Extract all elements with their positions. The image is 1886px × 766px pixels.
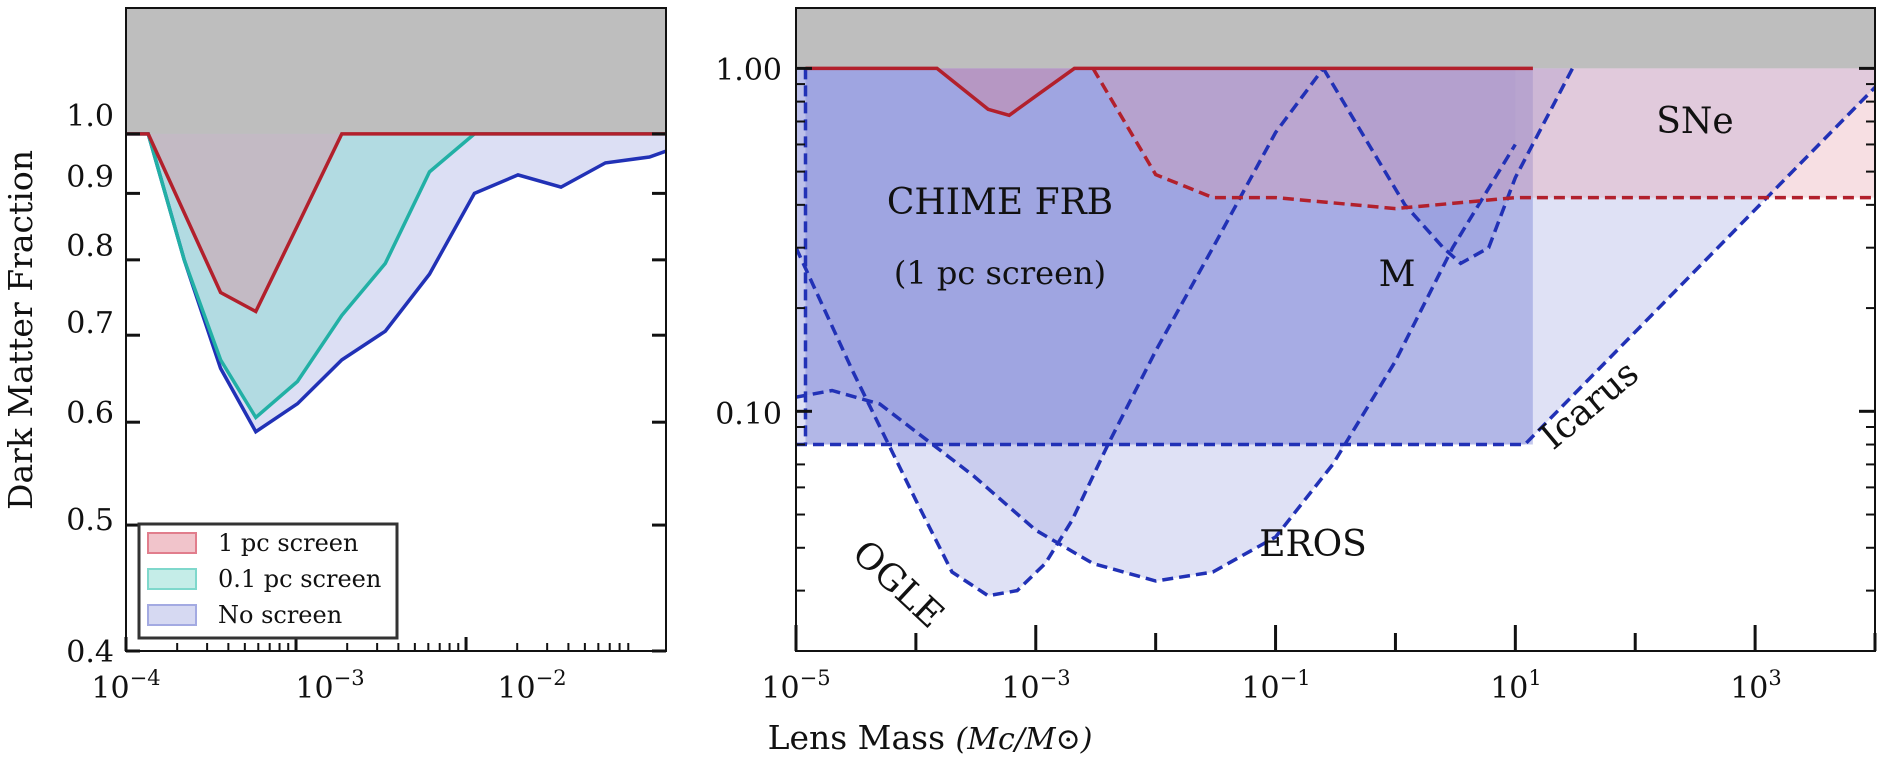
chime-frb-fill bbox=[805, 68, 1533, 445]
right-ytick-label: 1.00 bbox=[715, 53, 782, 88]
legend-entry: 0.1 pc screen bbox=[218, 565, 381, 593]
legend-swatch-0.1pc bbox=[147, 568, 197, 590]
0.1pc-screen-fill bbox=[126, 133, 666, 418]
eros-fill bbox=[796, 68, 1516, 581]
no-screen-fill bbox=[126, 133, 666, 432]
annotation-sne: SNe bbox=[1656, 101, 1733, 142]
annotation-chime-frb: CHIME FRB bbox=[887, 182, 1113, 223]
annotation-screen: (1 pc screen) bbox=[894, 254, 1106, 292]
right-axes-frame bbox=[795, 7, 1876, 652]
icarus-fill bbox=[796, 68, 1875, 445]
right-excluded-region bbox=[796, 8, 1875, 69]
right-xtick-label: 10−5 bbox=[761, 666, 830, 706]
unity-line bbox=[805, 66, 1533, 118]
xlabel: Lens Mass (Mc/M⊙) bbox=[768, 718, 1093, 757]
sne-line bbox=[1091, 67, 1875, 211]
legend-swatch-1pc bbox=[147, 532, 197, 554]
right-ytick-label: 0.10 bbox=[715, 397, 782, 432]
ogle-fill bbox=[796, 68, 1324, 596]
left-xtick-label: 10−4 bbox=[91, 666, 160, 706]
left-axes-frame bbox=[125, 7, 667, 652]
right-xtick-label: 101 bbox=[1490, 666, 1542, 706]
ogle-line bbox=[796, 67, 1325, 598]
legend: 1 pc screen 0.1 pc screen No screen bbox=[137, 522, 399, 640]
annotation-ogle: OGLE bbox=[844, 533, 951, 637]
left-ylabel: Dark Matter Fraction bbox=[1, 150, 40, 510]
chime-frb-red-fill bbox=[805, 68, 1533, 116]
legend-entry: 1 pc screen bbox=[218, 529, 358, 557]
right-xtick-label: 10−3 bbox=[1001, 666, 1070, 706]
left-xtick-label: 10−2 bbox=[497, 666, 566, 706]
annotation-eros: EROS bbox=[1259, 524, 1367, 565]
eros-line bbox=[796, 143, 1517, 583]
legend-frame bbox=[137, 522, 399, 640]
left-panel: 0.4 0.5 0.6 0.7 0.8 0.9 1.0 10−4 10−3 10… bbox=[1, 7, 667, 706]
1pc-screen-line bbox=[126, 132, 666, 314]
annotation-m: M bbox=[1379, 254, 1416, 295]
left-ticks bbox=[124, 132, 666, 653]
right-xtick-label: 103 bbox=[1730, 666, 1782, 706]
legend-entry: No screen bbox=[218, 601, 342, 629]
left-ytick-label: 0.4 bbox=[66, 635, 114, 670]
right-panel: 1.00 0.10 10−5 10−3 10−1 101 103 Lens Ma… bbox=[715, 7, 1877, 757]
legend-swatch-no-screen bbox=[147, 604, 197, 626]
right-xtick-label: 10−1 bbox=[1241, 666, 1310, 706]
left-excluded-region bbox=[126, 8, 666, 134]
m-line bbox=[1321, 67, 1575, 266]
m-fill bbox=[1323, 68, 1573, 264]
left-ytick-label: 0.9 bbox=[66, 160, 114, 195]
1pc-screen-fill bbox=[126, 133, 666, 312]
left-xtick-label: 10−3 bbox=[295, 666, 364, 706]
left-ytick-label: 1.0 bbox=[66, 99, 114, 134]
left-ytick-label: 0.6 bbox=[66, 396, 114, 431]
left-ytick-label: 0.5 bbox=[66, 503, 114, 538]
left-ytick-label: 0.8 bbox=[66, 229, 114, 264]
left-ytick-label: 0.7 bbox=[66, 306, 114, 341]
sne-fill bbox=[1093, 68, 1875, 209]
